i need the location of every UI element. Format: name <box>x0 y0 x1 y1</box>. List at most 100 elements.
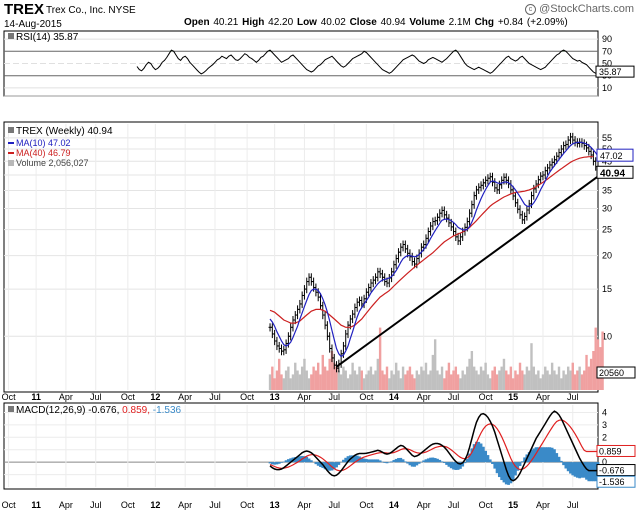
macd-signal-line <box>269 419 598 472</box>
volume-bar <box>307 378 311 390</box>
volume-bar <box>268 374 272 390</box>
macd-histogram-bar <box>442 462 446 464</box>
volume-bar <box>294 362 297 390</box>
macd-histogram-bar <box>546 447 549 463</box>
macd-histogram-bar <box>390 461 393 463</box>
macd-histogram-bar <box>484 450 488 463</box>
hist-value-box <box>596 475 636 488</box>
x-tick-label-bottom: Apr <box>417 500 431 510</box>
macd-histogram-bar <box>543 447 547 463</box>
volume-bar <box>527 370 531 390</box>
volume-bar <box>353 370 357 390</box>
macd-panel: -1012340.859-0.676-1.536 <box>4 405 636 488</box>
volume-bar <box>468 358 471 390</box>
volume-bar <box>438 374 441 390</box>
macd-line <box>269 410 598 482</box>
volume-bar <box>344 370 347 390</box>
price-tick-label: 20 <box>602 251 612 261</box>
macd-histogram-bar <box>335 462 338 468</box>
x-tick-label-top: 13 <box>270 392 280 402</box>
price-legend-text: TREX (Weekly) 40.94 <box>16 126 113 137</box>
copyright-icon: c <box>525 4 537 15</box>
volume-bar <box>374 370 377 390</box>
macd-histogram-bar <box>527 452 531 463</box>
macd-histogram-bar <box>360 457 364 463</box>
volume-bar <box>404 374 407 390</box>
x-tick-label-top: Apr <box>536 392 550 402</box>
macd-histogram-bar <box>571 462 575 476</box>
x-tick-label-top: Jul <box>209 392 221 402</box>
change-value: +0.84 (+2.09%) <box>497 17 568 28</box>
volume-bar <box>523 374 526 390</box>
volume-bar <box>319 374 322 390</box>
volume-bar <box>289 378 292 390</box>
volume-bar <box>401 366 405 390</box>
macd-histogram-bar <box>275 462 279 465</box>
macd-histogram-bar <box>564 462 568 469</box>
rsi-tick-label: 70 <box>602 46 612 56</box>
macd-histogram-bar <box>555 453 559 463</box>
volume-bar <box>596 339 600 390</box>
price-tick-label: 30 <box>602 203 612 213</box>
macd-histogram-bar <box>401 459 405 463</box>
macd-histogram-bar <box>520 461 524 463</box>
volume-bar <box>381 370 384 390</box>
signal-value-label: 0.859 <box>599 446 622 456</box>
x-tick-label-bottom: 13 <box>270 500 280 510</box>
macd-histogram-bar <box>481 446 485 463</box>
macd-histogram-bar <box>509 462 513 484</box>
x-axis: Oct Oct 11 11 Apr Apr Jul Jul Oct Oct 12 12 Apr Apr Ju… <box>2 392 579 510</box>
macd-histogram-bar <box>493 462 497 469</box>
volume-bar <box>362 378 366 390</box>
macd-histogram-bar <box>403 461 407 463</box>
volume-bar <box>424 362 428 390</box>
x-tick-label-bottom: 14 <box>389 500 399 510</box>
volume-bar <box>394 362 398 390</box>
macd-histogram-bar <box>413 462 416 467</box>
macd-histogram-bar <box>378 460 382 463</box>
macd-legend-macd: -0.676, <box>88 405 119 416</box>
signal-value-box <box>596 444 636 457</box>
volume-bar <box>470 351 474 390</box>
volume-bar <box>280 374 283 390</box>
volume-bar <box>507 374 510 390</box>
macd-histogram-bar <box>270 462 274 465</box>
macd-histogram-bar <box>468 453 471 463</box>
macd-histogram-bar <box>293 457 297 463</box>
volume-bar <box>544 366 547 390</box>
open-label: Open <box>184 17 210 28</box>
rsi-panel: 103050709035.87 <box>4 34 635 93</box>
macd-histogram-bar <box>530 450 533 463</box>
ma10-legend-text: MA(10) 47.02 <box>16 138 71 148</box>
macd-histogram-bar <box>566 462 570 472</box>
macd-histogram-bar <box>296 456 299 463</box>
macd-tick-label: 2 <box>602 432 607 442</box>
volume-bar <box>411 374 414 390</box>
volume-bar <box>466 366 469 390</box>
macd-histogram-bar <box>415 462 419 466</box>
x-tick-label-top: Jul <box>567 392 579 402</box>
macd-histogram-bar <box>436 458 439 463</box>
volume-bar <box>516 374 519 390</box>
price-tick-label: 55 <box>602 133 612 143</box>
macd-histogram-bar <box>429 457 432 463</box>
x-tick-label-top: Oct <box>2 392 17 402</box>
macd-histogram-bar <box>449 462 453 469</box>
volume-bar <box>365 374 368 390</box>
x-tick-label-bottom: Oct <box>2 500 17 510</box>
volume-bar <box>550 362 554 390</box>
macd-histogram-bar <box>410 462 414 467</box>
macd-histogram-bar <box>518 462 522 467</box>
volume-bar <box>562 370 565 390</box>
volume-bar <box>537 370 540 390</box>
macd-legend-label: MACD(12,26,9) <box>16 405 85 416</box>
macd-tick-label: 4 <box>602 407 607 417</box>
ma10-line <box>269 141 599 358</box>
volume-bar <box>546 370 549 390</box>
volume-bar <box>548 374 552 390</box>
volume-bar <box>573 374 577 390</box>
macd-legend: MACD(12,26,9) -0.676, 0.859, -1.536 <box>8 405 182 416</box>
macd-histogram-bar <box>328 462 332 471</box>
volume-bar <box>484 362 487 390</box>
